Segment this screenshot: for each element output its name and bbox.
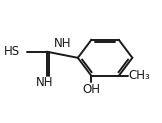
Text: HS: HS: [4, 45, 20, 58]
Text: NH: NH: [36, 76, 54, 89]
Text: CH₃: CH₃: [128, 69, 150, 82]
Text: NH: NH: [53, 37, 71, 50]
Text: OH: OH: [82, 83, 100, 96]
